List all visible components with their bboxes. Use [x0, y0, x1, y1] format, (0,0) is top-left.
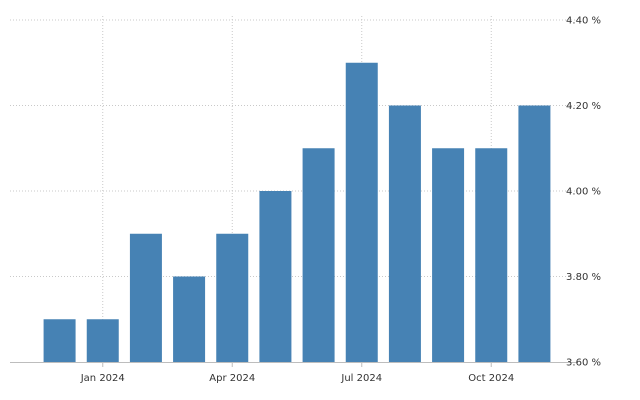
y-tick-label: 4.00 %	[566, 187, 601, 198]
bar-jun-2024	[302, 148, 335, 362]
y-axis-tick-labels: 3.60 % 3.80 % 4.00 % 4.20 % 4.40 %	[566, 16, 601, 369]
x-tick-label: Jul 2024	[340, 373, 382, 384]
x-tick-label: Jan 2024	[80, 373, 125, 384]
y-tick-label: 4.20 %	[566, 101, 601, 112]
bar-mar-2024	[173, 276, 206, 362]
x-tick-label: Oct 2024	[468, 373, 514, 384]
y-tick-label: 3.80 %	[566, 272, 601, 283]
bars-layer	[43, 62, 551, 362]
y-tick-label: 3.60 %	[566, 358, 601, 369]
bar-jul-2024	[345, 62, 378, 362]
x-axis-tick-labels: Jan 2024 Apr 2024 Jul 2024 Oct 2024	[80, 373, 514, 384]
bar-feb-2024	[129, 233, 162, 362]
y-tick-label: 4.40 %	[566, 16, 601, 27]
bar-sep-2024	[432, 148, 465, 362]
bar-jan-2024	[86, 319, 119, 362]
bar-aug-2024	[388, 105, 421, 362]
bar-oct-2024	[475, 148, 508, 362]
x-tick-label: Apr 2024	[209, 373, 255, 384]
bar-may-2024	[259, 191, 292, 362]
bar-apr-2024	[216, 233, 249, 362]
bar-nov-2024	[518, 105, 551, 362]
bar-dec-2023	[43, 319, 76, 362]
axis-layer	[10, 362, 578, 367]
